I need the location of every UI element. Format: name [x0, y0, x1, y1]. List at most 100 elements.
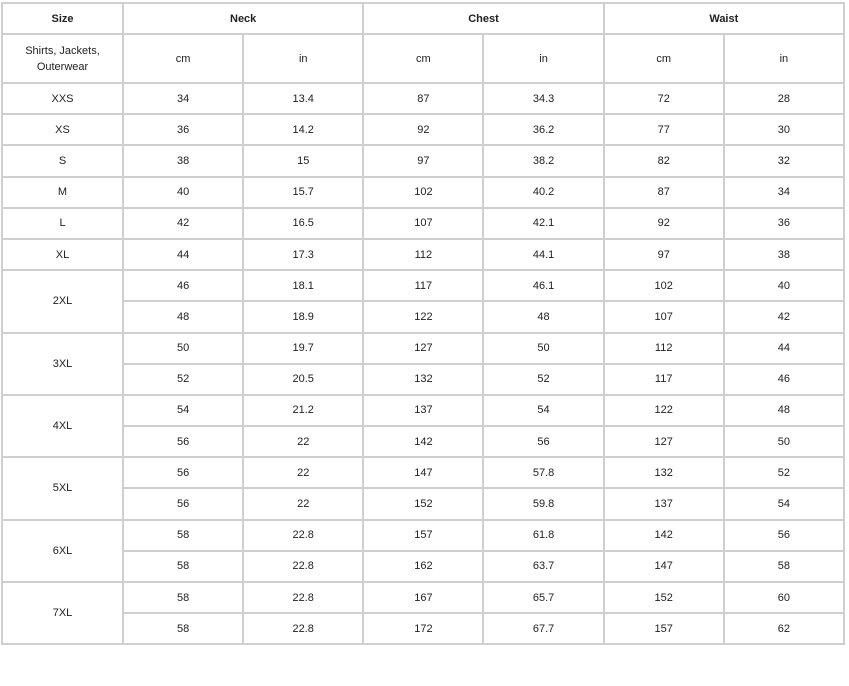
size-cell: XXS: [1, 81, 124, 116]
measurement-cell: 57.8: [482, 456, 605, 490]
measurement-cell: 142: [362, 425, 485, 459]
measurement-cell: 54: [482, 393, 605, 428]
measurement-cell: 63.7: [482, 549, 605, 584]
measurement-cell: 102: [602, 269, 725, 303]
header-size: Size: [1, 2, 124, 35]
measurement-cell: 147: [602, 549, 725, 584]
measurement-cell: 61.8: [482, 518, 605, 552]
table-row: 56 22 142 56 127 50: [2, 425, 846, 459]
measurement-cell: 22.8: [242, 518, 365, 552]
measurement-cell: 22: [242, 425, 365, 459]
measurement-cell: 56: [121, 487, 245, 521]
measurement-cell: 22: [242, 456, 365, 490]
measurement-cell: 42: [121, 206, 245, 240]
measurement-cell: 50: [722, 425, 846, 459]
measurement-cell: 54: [121, 393, 245, 428]
table-row: XL 44 17.3 112 44.1 97 38: [1, 237, 846, 272]
table-row: M 40 15.7 102 40.2 87 34: [1, 175, 846, 209]
measurement-cell: 48: [722, 393, 846, 428]
measurement-cell: 44.1: [482, 237, 605, 272]
size-cell: M: [1, 175, 124, 209]
size-cell: 6XL: [1, 518, 124, 584]
unit-label: cm: [121, 33, 245, 84]
table-row: 56 22 152 59.8 137 54: [2, 487, 846, 521]
measurement-cell: 107: [602, 300, 725, 334]
measurement-cell: 38: [121, 144, 245, 178]
header-neck: Neck: [121, 2, 365, 35]
measurement-cell: 17.3: [242, 237, 365, 272]
unit-row: Shirts, Jackets, Outerwear cm in cm in c…: [1, 33, 846, 84]
measurement-cell: 34: [722, 175, 846, 209]
measurement-cell: 14.2: [242, 113, 365, 147]
measurement-cell: 87: [362, 81, 485, 116]
measurement-cell: 16.5: [242, 206, 365, 240]
unit-label: in: [722, 33, 846, 84]
measurement-cell: 65.7: [482, 580, 605, 615]
measurement-cell: 58: [121, 580, 245, 615]
measurement-cell: 34: [121, 81, 245, 116]
header-waist: Waist: [602, 2, 846, 35]
table-body: XXS 34 13.4 87 34.3 72 28 XS 36 14.2 92 36.2 77 30 S 38…: [1, 81, 846, 646]
measurement-cell: 48: [482, 300, 605, 334]
measurement-cell: 59.8: [482, 487, 605, 521]
measurement-cell: 77: [602, 113, 725, 147]
measurement-cell: 67.7: [482, 612, 605, 646]
measurement-cell: 13.4: [242, 81, 365, 116]
measurement-cell: 92: [362, 113, 485, 147]
header-row: Size Neck Chest Waist: [1, 2, 846, 35]
measurement-cell: 127: [602, 425, 725, 459]
unit-label: in: [242, 33, 365, 84]
measurement-cell: 152: [362, 487, 485, 521]
size-cell: XS: [1, 113, 124, 147]
table-row: 52 20.5 132 52 117 46: [2, 362, 846, 396]
measurement-cell: 56: [722, 518, 846, 552]
measurement-cell: 34.3: [482, 81, 605, 116]
measurement-cell: 36: [722, 206, 846, 240]
measurement-cell: 21.2: [242, 393, 365, 428]
size-chart-table: Size Neck Chest Waist Shirts, Jackets, O…: [1, 2, 846, 646]
measurement-cell: 97: [602, 237, 725, 272]
unit-label: in: [482, 33, 605, 84]
measurement-cell: 58: [121, 612, 245, 646]
table-row: 3XL 50 19.7 127 50 112 44: [1, 331, 846, 396]
measurement-cell: 28: [722, 81, 846, 116]
measurement-cell: 38.2: [482, 144, 605, 178]
table-row: S 38 15 97 38.2 82 32: [1, 144, 846, 178]
measurement-cell: 50: [482, 331, 605, 365]
measurement-cell: 58: [121, 518, 245, 552]
size-cell: 7XL: [1, 580, 124, 646]
measurement-cell: 42.1: [482, 206, 605, 240]
table-row: L 42 16.5 107 42.1 92 36: [1, 206, 846, 240]
size-cell: S: [1, 144, 124, 178]
unit-label: cm: [362, 33, 485, 84]
table-row: 58 22.8 172 67.7 157 62: [2, 612, 846, 646]
measurement-cell: 44: [121, 237, 245, 272]
table-row: 4XL 54 21.2 137 54 122 48: [1, 393, 846, 459]
measurement-cell: 97: [362, 144, 485, 178]
measurement-cell: 132: [362, 362, 485, 396]
measurement-cell: 60: [722, 580, 846, 615]
category-label: Shirts, Jackets, Outerwear: [1, 33, 124, 84]
measurement-cell: 62: [722, 612, 846, 646]
measurement-cell: 54: [722, 487, 846, 521]
measurement-cell: 132: [602, 456, 725, 490]
measurement-cell: 147: [362, 456, 485, 490]
table-row: 58 22.8 162 63.7 147 58: [2, 549, 846, 584]
measurement-cell: 40: [121, 175, 245, 209]
measurement-cell: 44: [722, 331, 846, 365]
measurement-cell: 87: [602, 175, 725, 209]
measurement-cell: 46: [722, 362, 846, 396]
measurement-cell: 112: [602, 331, 725, 365]
measurement-cell: 152: [602, 580, 725, 615]
measurement-cell: 22.8: [242, 549, 365, 584]
measurement-cell: 92: [602, 206, 725, 240]
measurement-cell: 50: [121, 331, 245, 365]
measurement-cell: 107: [362, 206, 485, 240]
measurement-cell: 102: [362, 175, 485, 209]
measurement-cell: 32: [722, 144, 846, 178]
measurement-cell: 122: [602, 393, 725, 428]
measurement-cell: 48: [121, 300, 245, 334]
measurement-cell: 38: [722, 237, 846, 272]
measurement-cell: 137: [602, 487, 725, 521]
size-cell: 5XL: [1, 456, 124, 521]
